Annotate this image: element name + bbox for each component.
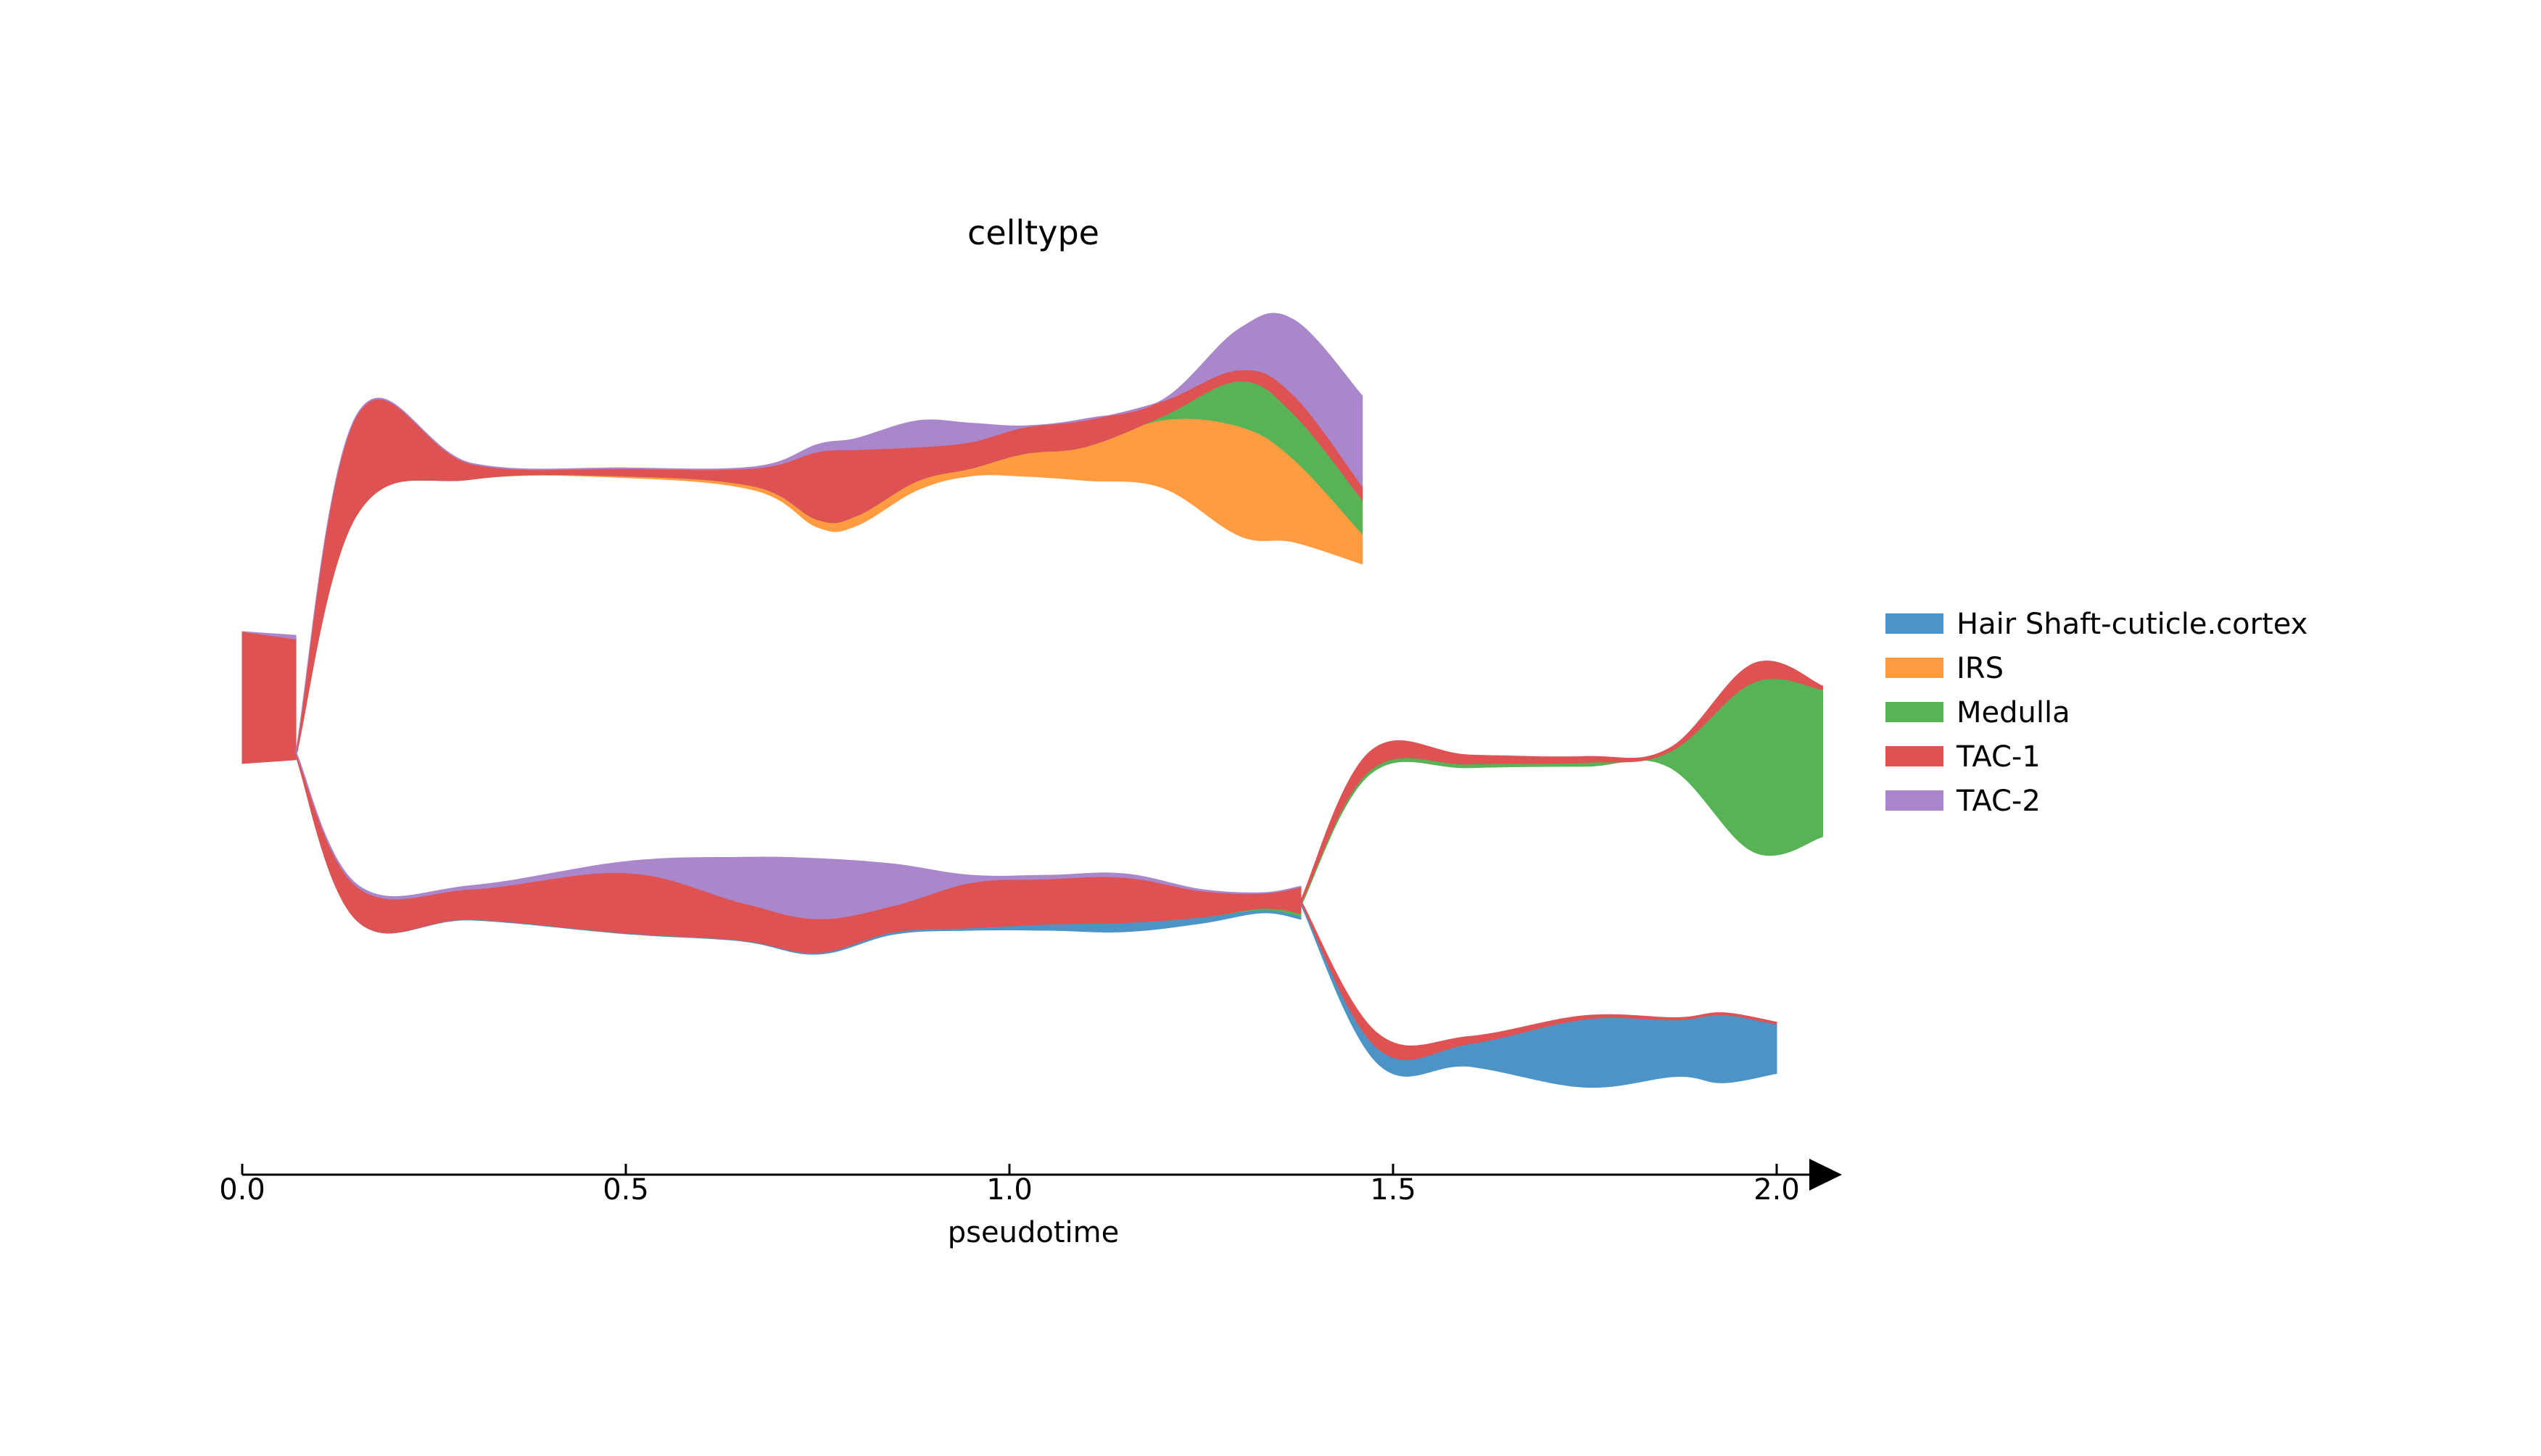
x-ticks: 0.0 0.5 1.0 1.5 2.0 [219, 1164, 1800, 1207]
legend-label: TAC-1 [1956, 740, 2041, 774]
stream-lower-upper-medulla [1300, 678, 1823, 906]
legend-swatch [1885, 613, 1943, 634]
legend-swatch [1885, 658, 1943, 678]
x-tick-label: 2.0 [1753, 1173, 1800, 1207]
x-axis-arrow-icon [1809, 1159, 1842, 1191]
stream-root-tac-1 [241, 631, 297, 764]
stream-lower-lower-tac-1 [1300, 899, 1777, 1060]
stream-upper-tac-2 [295, 313, 1363, 752]
stream-lower-upper-tac-1 [1300, 661, 1823, 904]
legend-label: Hair Shaft-cuticle.cortex [1957, 608, 2307, 641]
legend-label: TAC-2 [1956, 785, 2041, 818]
x-tick-label: 1.5 [1370, 1173, 1416, 1207]
stream-lower-lower-hair-shaft-cuticle-cortex [1300, 902, 1777, 1088]
stream-layers [241, 313, 1823, 1088]
legend-swatch [1885, 790, 1943, 811]
chart-title: celltype [967, 213, 1099, 252]
x-tick-label: 1.0 [986, 1173, 1033, 1207]
stream-lower-tac-2 [295, 751, 1302, 919]
stream-root-tac-2 [241, 631, 297, 640]
x-tick-label: 0.5 [603, 1173, 649, 1207]
x-axis-label: pseudotime [948, 1216, 1119, 1249]
legend-label: IRS [1957, 652, 2004, 685]
legend: Hair Shaft-cuticle.cortex IRS Medulla TAC-1… [1885, 608, 2307, 818]
legend-swatch [1885, 702, 1943, 722]
x-axis: 0.0 0.5 1.0 1.5 2.0 pseudotime [219, 1159, 1842, 1249]
legend-swatch [1885, 746, 1943, 766]
x-tick-label: 0.0 [219, 1173, 265, 1207]
legend-label: Medulla [1957, 696, 2070, 729]
